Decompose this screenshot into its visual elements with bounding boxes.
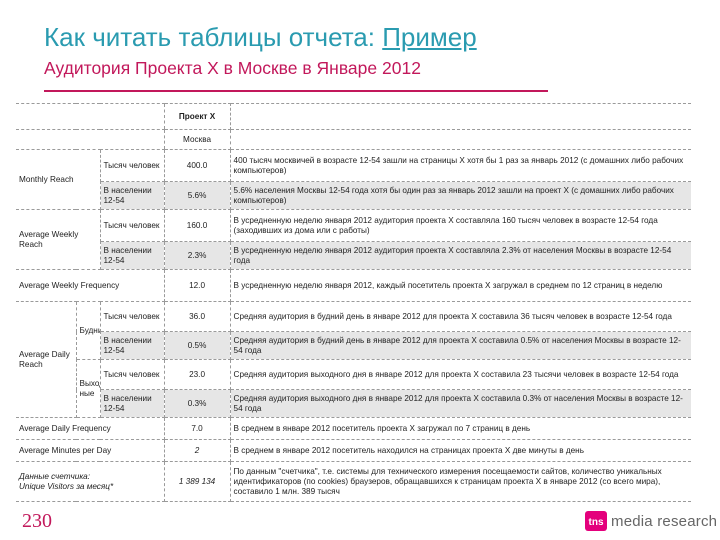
page-title: Как читать таблицы отчета: Пример	[44, 22, 477, 53]
description-cell: Средняя аудитория в будний день в январе…	[230, 301, 692, 332]
unit-label: В населении 12-54	[100, 331, 165, 360]
table-row: Average Weekly Frequency 12.0 В усреднен…	[16, 269, 692, 302]
value-cell: 160.0	[164, 209, 231, 242]
description-cell: В усредненную неделю января 2012 аудитор…	[230, 209, 692, 242]
metric-label: Average Weekly Reach	[16, 209, 101, 270]
page-number: 230	[22, 510, 52, 532]
page-subtitle: Аудитория Проекта X в Москве в Январе 20…	[44, 58, 421, 78]
metric-label: Average Minutes per Day	[16, 439, 165, 462]
unit-label: Тысяч человек	[100, 149, 165, 182]
metric-label: Данные счетчика: Unique Visitors за меся…	[16, 461, 165, 502]
value-cell: 7.0	[164, 417, 231, 440]
title-link-example[interactable]: Пример	[382, 22, 477, 52]
metric-label: Average Daily Frequency	[16, 417, 165, 440]
unit-label: Тысяч человек	[100, 209, 165, 242]
tns-logo: tns media research	[585, 510, 717, 532]
logo-mark-text: tns	[589, 517, 604, 528]
value-cell: 36.0	[164, 301, 231, 332]
description-cell: 400 тысяч москвичей в возрасте 12-54 заш…	[230, 149, 692, 182]
metric-label: Average Weekly Frequency	[16, 269, 165, 302]
column-header-region: Москва	[163, 129, 231, 150]
description-cell: По данным "счетчика", т.е. системы для т…	[230, 461, 692, 502]
metric-label: Monthly Reach	[16, 149, 101, 210]
unit-label: Тысяч человек	[100, 359, 165, 390]
value-cell: 12.0	[164, 269, 231, 302]
table-row: Average Daily Reach Будни Тысяч человек …	[16, 301, 692, 418]
value-cell: 0.5%	[164, 331, 231, 360]
table-row: В населении 12-54 5.6% 5.6% населения Мо…	[16, 181, 692, 210]
report-table: Проект X Москва Monthly Reach Тысяч чело…	[16, 103, 692, 502]
table-row: Average Daily Frequency 7.0 В среднем в …	[16, 417, 692, 440]
logo-text: media research	[611, 512, 718, 530]
unit-label: В населении 12-54	[100, 241, 165, 270]
value-cell: 5.6%	[164, 181, 231, 210]
table-header-row: Проект X	[16, 103, 692, 130]
value-cell: 2	[164, 439, 231, 462]
table-row: В населении 12-54 0.3% Средняя аудитория…	[16, 389, 692, 418]
metric-label-line2: Unique Visitors за месяц*	[19, 481, 114, 491]
column-header-project: Проект X	[163, 103, 231, 130]
unit-label: Тысяч человек	[100, 301, 165, 332]
metric-label-line1: Данные счетчика:	[19, 471, 91, 481]
metric-label: Average Daily Reach	[16, 301, 77, 418]
table-row: Выход ные Тысяч человек 23.0 Средняя ауд…	[16, 359, 692, 418]
table-row: В населении 12-54 2.3% В усредненную нед…	[16, 241, 692, 270]
value-cell: 23.0	[164, 359, 231, 390]
description-cell: В усредненную неделю января 2012 аудитор…	[230, 241, 692, 270]
unit-label: В населении 12-54	[100, 389, 165, 418]
table-row: В населении 12-54 0.5% Средняя аудитория…	[16, 331, 692, 360]
value-cell: 1 389 134	[164, 461, 231, 502]
table-row: Monthly Reach Тысяч человек 400.0 400 ты…	[16, 149, 692, 210]
tns-logo-icon: tns	[585, 511, 607, 531]
day-type-label: Выход ные	[76, 359, 101, 418]
unit-label: В населении 12-54	[100, 181, 165, 210]
title-text: Как читать таблицы отчета:	[44, 22, 375, 52]
description-cell: В усредненную неделю января 2012, каждый…	[230, 269, 692, 302]
value-cell: 400.0	[164, 149, 231, 182]
table-row: Average Minutes per Day 2 В среднем в ян…	[16, 439, 692, 462]
title-divider	[44, 90, 548, 92]
description-cell: Средняя аудитория выходного дня в январе…	[230, 389, 692, 418]
value-cell: 2.3%	[164, 241, 231, 270]
day-type-label: Будни	[76, 301, 101, 360]
table-subheader-row: Москва	[16, 129, 692, 150]
table-row: Average Weekly Reach Тысяч человек 160.0…	[16, 209, 692, 270]
description-cell: Средняя аудитория в будний день в январе…	[230, 331, 692, 360]
description-cell: 5.6% населения Москвы 12-54 года хотя бы…	[230, 181, 692, 210]
description-cell: Средняя аудитория выходного дня в январе…	[230, 359, 692, 390]
description-cell: В среднем в январе 2012 посетитель наход…	[230, 439, 692, 462]
description-cell: В среднем в январе 2012 посетитель проек…	[230, 417, 692, 440]
value-cell: 0.3%	[164, 389, 231, 418]
table-row: Данные счетчика: Unique Visitors за меся…	[16, 461, 692, 502]
